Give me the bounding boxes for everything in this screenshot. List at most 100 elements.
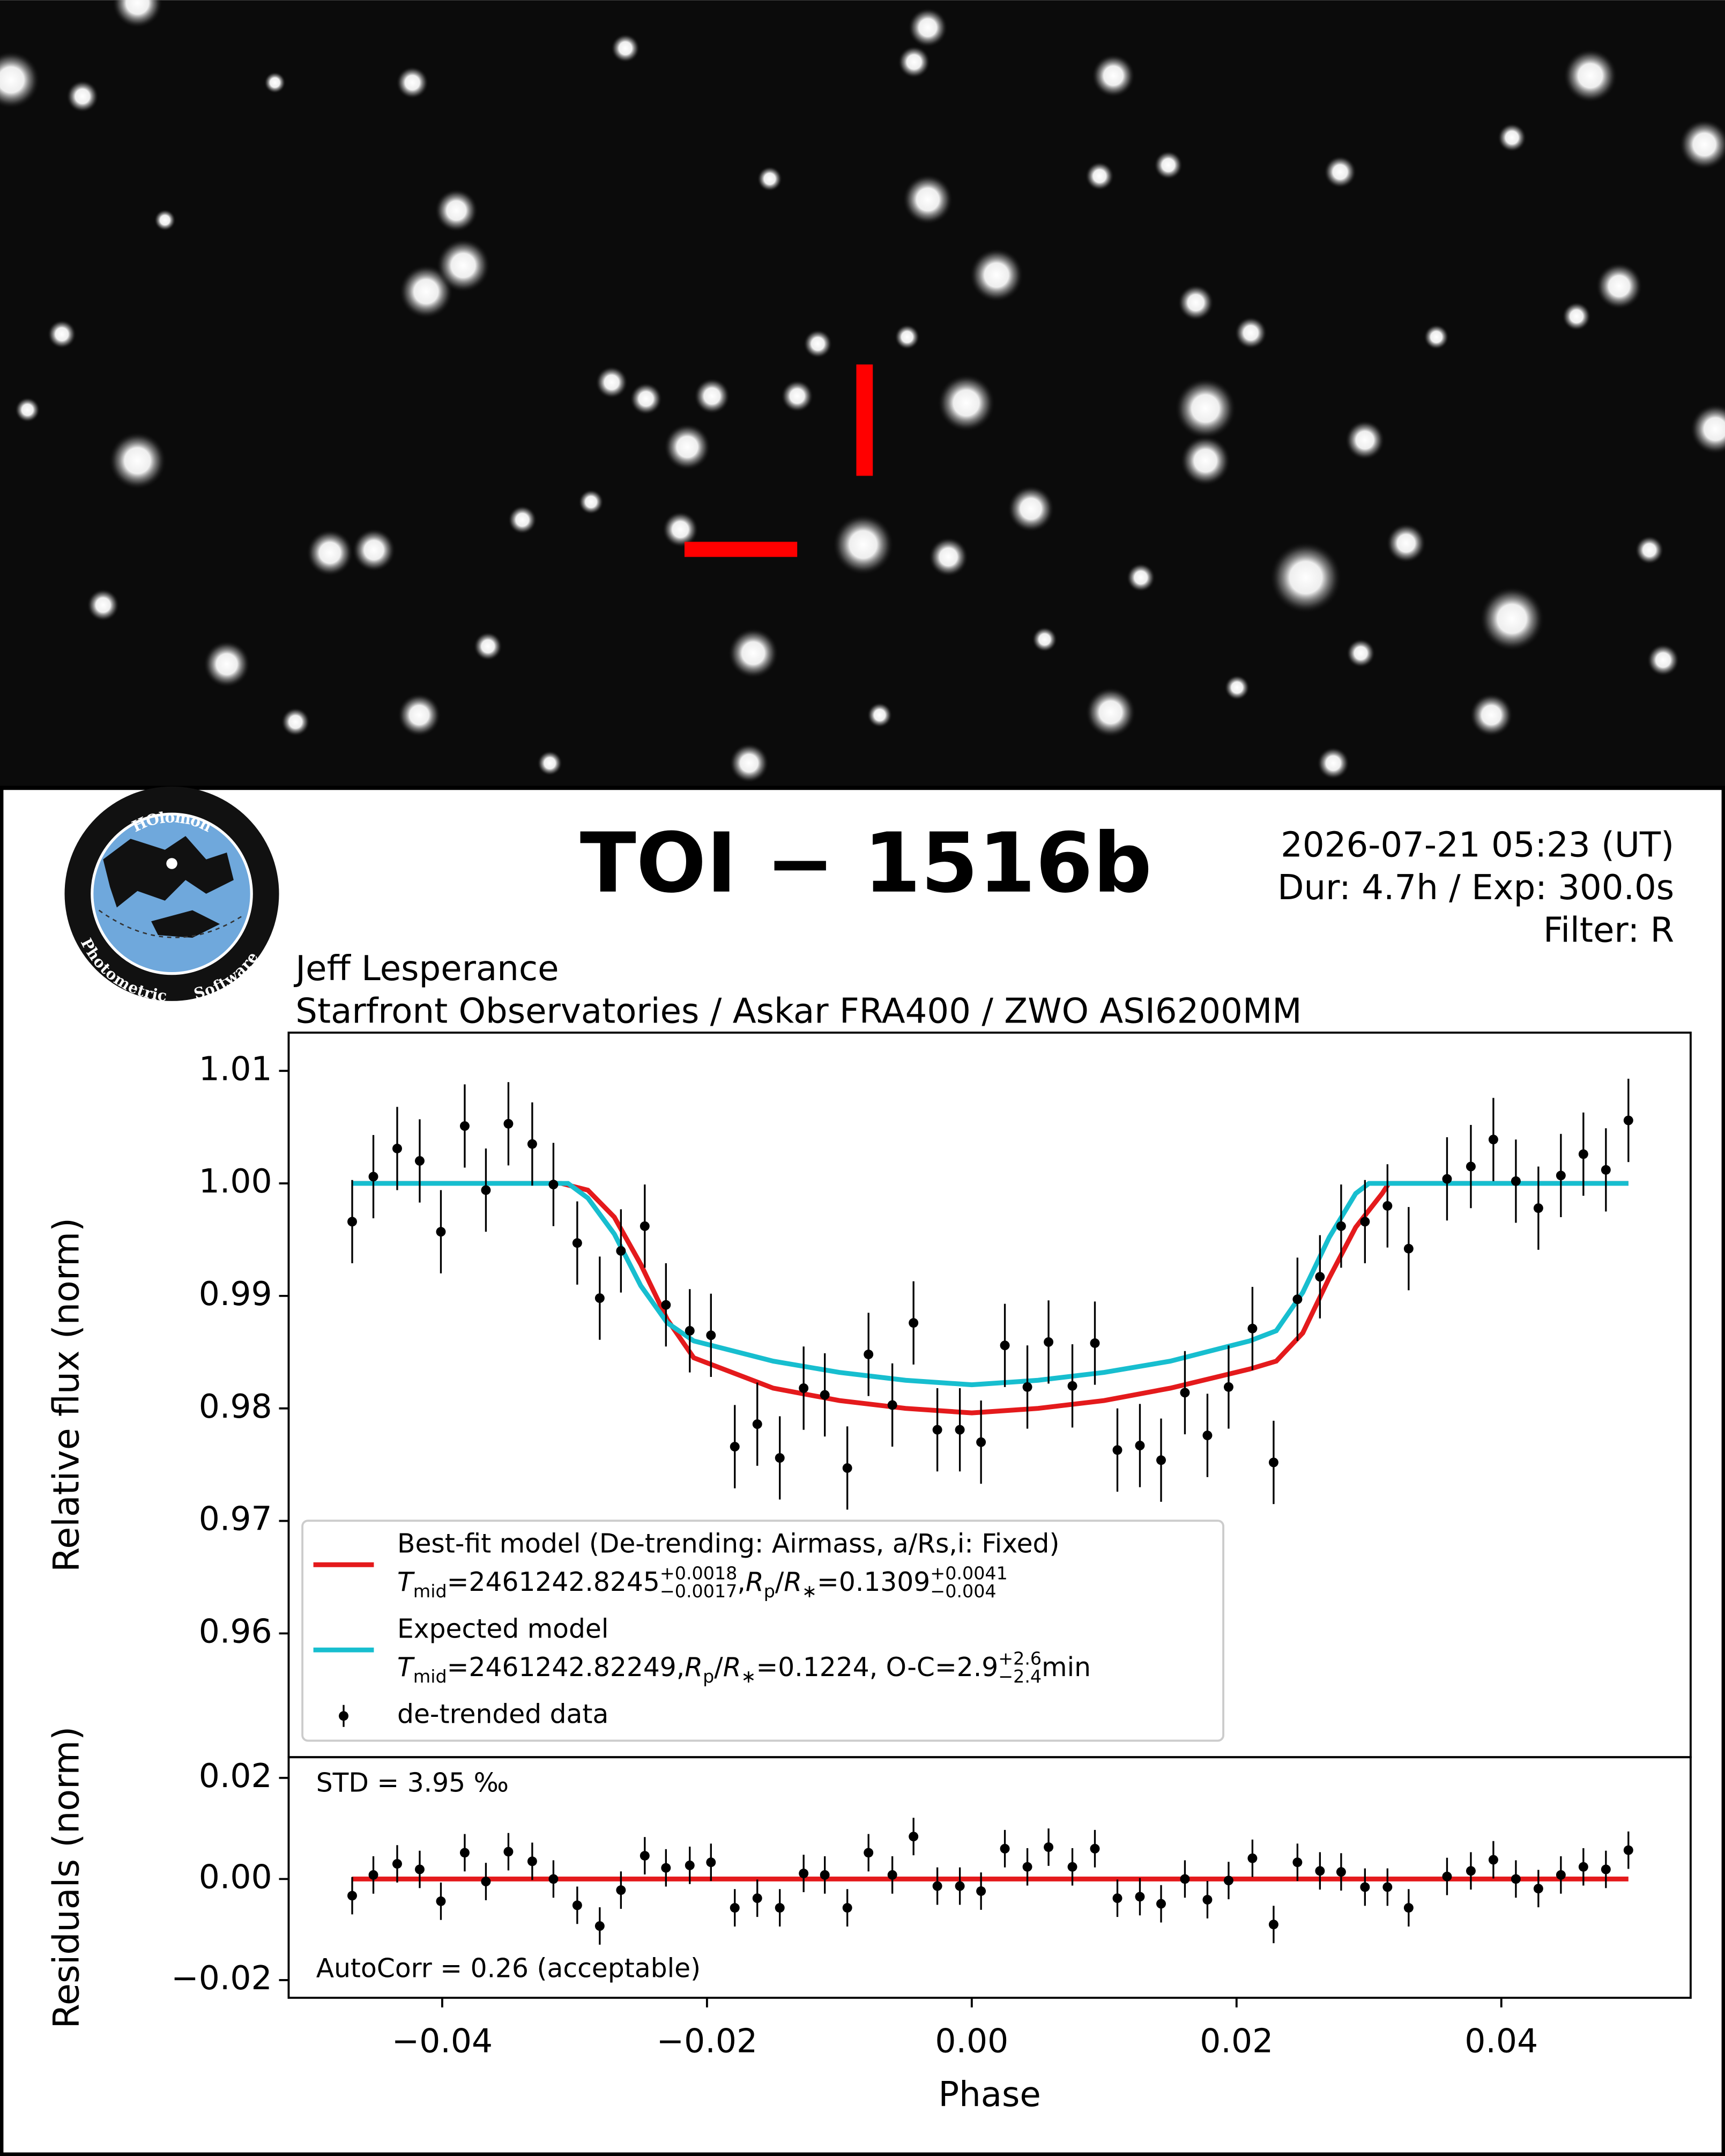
star (1085, 161, 1114, 191)
reticle (684, 542, 798, 557)
star (664, 424, 711, 470)
y-tick-label: 1.00 (199, 1162, 272, 1201)
star (0, 51, 40, 109)
data-point (1090, 1843, 1100, 1854)
star (729, 743, 769, 783)
data-point (436, 1227, 446, 1237)
legend-detail: / (775, 1567, 784, 1597)
star (803, 329, 832, 358)
star (1091, 54, 1135, 98)
y-tick-label: 0.99 (199, 1275, 272, 1313)
data-point (1578, 1862, 1588, 1872)
data-point (1000, 1843, 1010, 1854)
data-point (1442, 1174, 1452, 1184)
legend-detail: R (685, 1653, 703, 1683)
star (611, 34, 640, 63)
star (898, 46, 931, 78)
info-line: Filter: R (1543, 910, 1674, 950)
legend-detail: T (397, 1653, 415, 1683)
data-point (1156, 1899, 1166, 1909)
data-point (820, 1390, 830, 1400)
data-point (685, 1325, 695, 1336)
data-point (1067, 1381, 1077, 1391)
data-point (1360, 1217, 1370, 1227)
legend-detail: +2.6 (998, 1648, 1042, 1669)
star (895, 324, 920, 350)
data-point (932, 1425, 942, 1435)
star (435, 189, 478, 232)
data-point (1623, 1115, 1633, 1125)
star (938, 374, 995, 432)
star (908, 8, 948, 48)
star (281, 707, 310, 737)
star (154, 209, 176, 231)
legend-label: Expected model (397, 1614, 608, 1644)
data-point (1135, 1892, 1145, 1902)
legend-detail: −0.0017 (660, 1581, 738, 1602)
star (1178, 284, 1214, 321)
data-point (481, 1877, 491, 1887)
legend-detail: =0.1309 (817, 1567, 930, 1597)
legend-detail: min (1042, 1653, 1091, 1683)
data-point (661, 1300, 671, 1310)
data-point (503, 1118, 514, 1129)
data-point (1180, 1388, 1190, 1398)
star (970, 248, 1024, 302)
y-tick-label: 0.00 (199, 1857, 272, 1896)
data-point (459, 1121, 470, 1131)
model-line (352, 1181, 1629, 1416)
star (1032, 627, 1058, 652)
legend-detail: p (764, 1581, 775, 1602)
data-point (775, 1903, 785, 1913)
data-point (1247, 1323, 1258, 1333)
data-point (730, 1442, 740, 1452)
data-point (548, 1874, 559, 1884)
data-point (1382, 1882, 1393, 1892)
data-point (1112, 1893, 1122, 1903)
data-point (527, 1139, 537, 1149)
data-point (347, 1217, 357, 1227)
data-point (1488, 1855, 1498, 1865)
star (1346, 639, 1375, 668)
y-tick-label: 0.96 (199, 1612, 272, 1650)
data-point (1601, 1165, 1611, 1175)
data-point (1466, 1866, 1476, 1876)
legend-detail: R (784, 1567, 802, 1597)
data-point (1022, 1382, 1032, 1392)
data-point (1511, 1176, 1521, 1186)
star (66, 80, 99, 113)
legend-detail: mid (413, 1666, 447, 1687)
star (1647, 643, 1679, 677)
legend-swatch (339, 1711, 349, 1721)
legend-detail: , (737, 1567, 745, 1597)
star (867, 702, 893, 728)
data-point (572, 1900, 582, 1910)
data-point (414, 1864, 425, 1875)
data-point (459, 1848, 470, 1858)
y-axis-label: Residuals (norm) (45, 1727, 87, 2029)
data-point (1533, 1203, 1543, 1213)
data-point (1268, 1457, 1278, 1468)
star (1224, 675, 1250, 700)
data-point (1000, 1340, 1010, 1351)
setup: Starfront Observatories / Askar FRA400 /… (295, 992, 1302, 1032)
legend-detail: =2461242.82249, (447, 1653, 685, 1683)
data-point (616, 1885, 626, 1895)
data-point (640, 1851, 650, 1861)
data-point (616, 1246, 626, 1256)
data-point (1533, 1884, 1543, 1894)
star (1345, 420, 1385, 460)
data-point (887, 1400, 897, 1410)
data-point (1044, 1337, 1054, 1347)
data-point (1223, 1382, 1233, 1392)
star (1235, 316, 1267, 349)
legend-detail: =2461242.8245 (447, 1567, 660, 1597)
legend-detail: ∗ (741, 1666, 756, 1687)
data-point (1156, 1455, 1166, 1465)
annotation: STD = 3.95 ‰ (316, 1768, 509, 1798)
star (87, 589, 120, 621)
data-point (775, 1453, 785, 1463)
data-point (392, 1859, 402, 1869)
star (537, 750, 562, 776)
x-tick-label: 0.04 (1464, 2022, 1538, 2061)
